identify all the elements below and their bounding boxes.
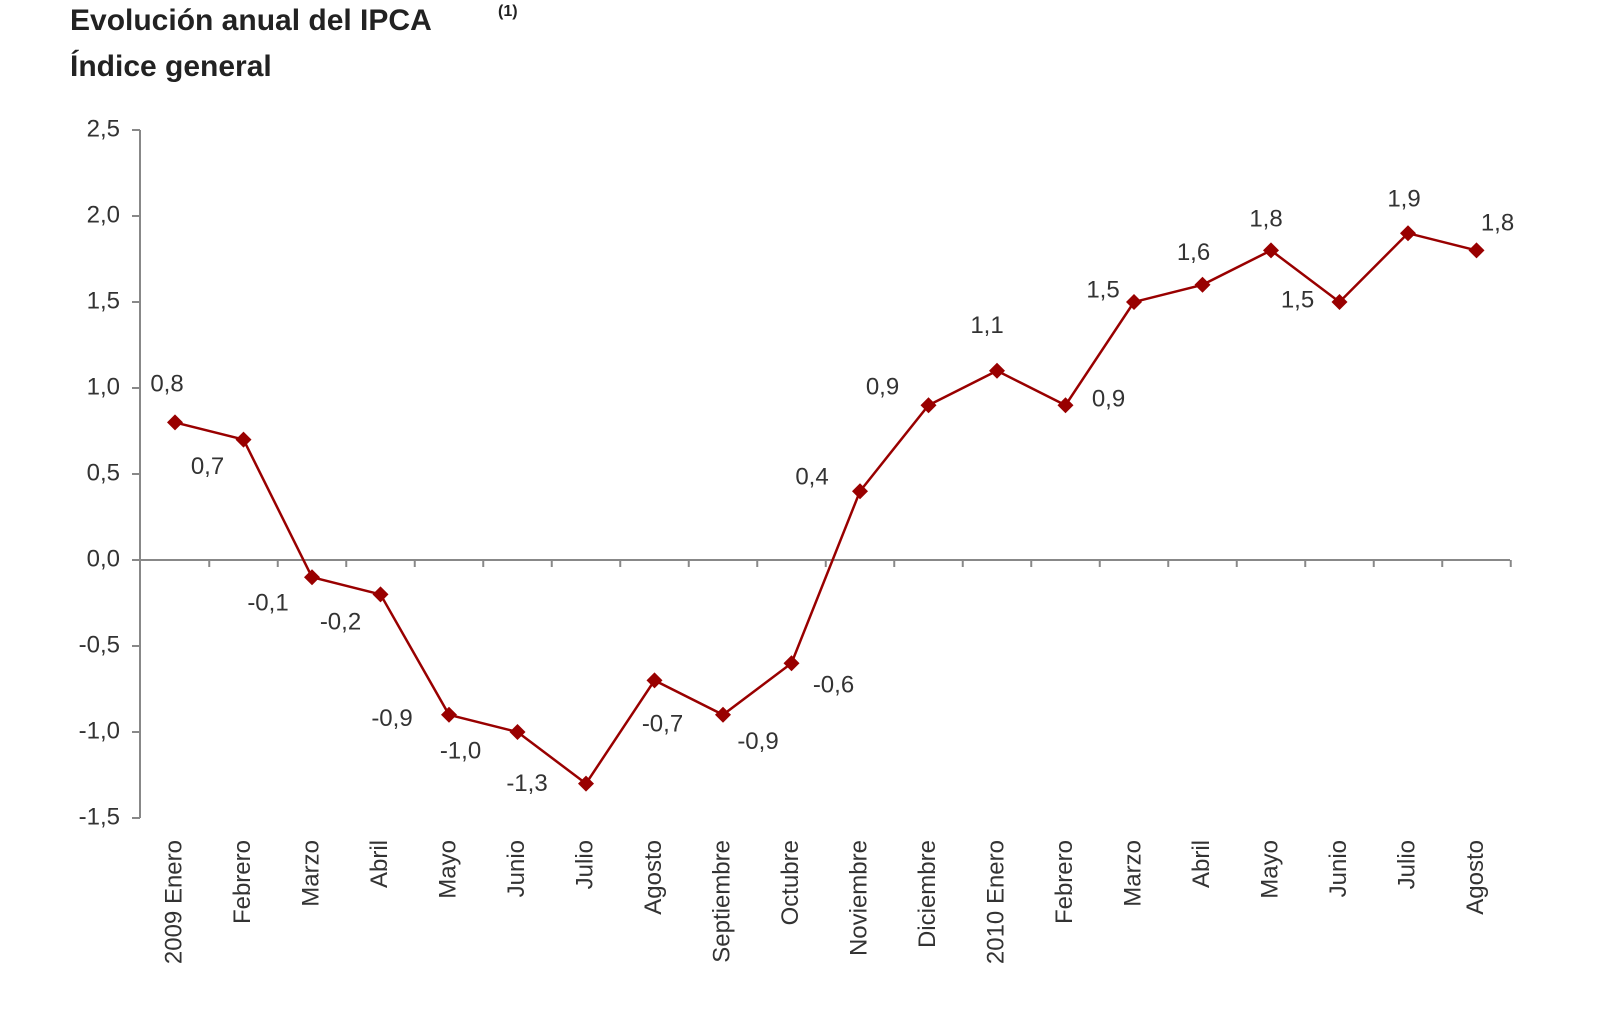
x-tick-label: Agosto: [1462, 840, 1489, 915]
data-label: -1,0: [440, 737, 481, 764]
data-label: 1,1: [970, 312, 1003, 339]
data-label: -0,2: [320, 609, 361, 636]
title-note: (1): [498, 3, 518, 20]
x-tick-label: 2010 Enero: [982, 840, 1009, 964]
x-tick-label: Febrero: [229, 840, 256, 924]
data-label: 1,8: [1249, 206, 1282, 233]
data-point: [1263, 242, 1279, 259]
x-tick-label: Noviembre: [845, 840, 872, 956]
y-tick-label: 0,5: [87, 459, 120, 486]
data-point: [1400, 225, 1416, 242]
data-point: [852, 483, 868, 500]
y-tick-label: 1,0: [87, 373, 120, 400]
y-tick-label: 0,0: [87, 545, 120, 572]
data-label: -0,6: [813, 672, 854, 699]
data-label: 1,9: [1387, 186, 1420, 213]
data-label: 0,4: [795, 464, 828, 491]
data-point: [441, 706, 457, 723]
data-label: -0,9: [737, 728, 778, 755]
x-tick-label: Abril: [1188, 840, 1215, 888]
x-tick-label: Marzo: [297, 840, 324, 907]
data-label: 0,9: [1092, 386, 1125, 413]
x-tick-label: Junio: [503, 840, 530, 897]
y-tick-label: -1,0: [79, 717, 120, 744]
data-point: [167, 414, 183, 431]
x-tick-label: Mayo: [1256, 840, 1283, 899]
data-point: [920, 397, 937, 414]
data-point: [646, 672, 663, 689]
data-point: [1057, 397, 1074, 414]
data-label: 1,5: [1086, 276, 1119, 303]
y-tick-label: -1,5: [79, 803, 120, 830]
x-tick-label: Agosto: [640, 840, 667, 915]
data-label: -0,9: [371, 705, 412, 732]
data-label: 1,5: [1281, 286, 1314, 313]
data-point: [1468, 242, 1485, 259]
x-tick-label: Marzo: [1119, 840, 1146, 907]
data-line: [174, 231, 1477, 786]
data-point: [1331, 294, 1348, 310]
x-tick-label: Junio: [1325, 840, 1352, 897]
x-tick-label: Julio: [571, 840, 598, 889]
x-tick-label: Febrero: [1051, 840, 1078, 924]
x-tick-label: Diciembre: [914, 840, 941, 948]
data-point: [235, 431, 252, 448]
data-point: [715, 706, 731, 723]
x-tick-label: Abril: [366, 840, 393, 888]
data-label: 0,8: [150, 371, 183, 398]
chart-title: Evolución anual del IPCA: [70, 4, 432, 37]
data-point: [1194, 276, 1211, 293]
data-point: [783, 655, 800, 672]
x-tick-label: Mayo: [434, 840, 461, 899]
data-label: 0,9: [866, 374, 899, 401]
data-label: 0,7: [191, 453, 224, 480]
data-point: [989, 362, 1005, 379]
y-tick-label: 2,5: [87, 115, 120, 142]
y-tick-label: 1,5: [87, 287, 120, 314]
x-tick-label: Septiembre: [708, 840, 735, 963]
data-point: [304, 569, 320, 586]
chart-subtitle: Índice general: [70, 49, 272, 83]
data-label: 1,6: [1177, 239, 1210, 266]
data-label: -0,7: [642, 711, 683, 738]
x-tick-label: Octubre: [777, 840, 804, 925]
y-tick-label: 2,0: [87, 201, 120, 228]
x-tick-label: 2009 Enero: [160, 840, 187, 964]
y-tick-label: -0,5: [79, 631, 120, 658]
data-label: 1,8: [1481, 210, 1514, 237]
data-label: -0,1: [247, 590, 288, 617]
data-point: [372, 586, 389, 603]
x-tick-label: Julio: [1393, 840, 1420, 889]
data-point: [509, 724, 526, 740]
data-point: [578, 775, 594, 792]
data-point: [1126, 294, 1142, 310]
data-label: -1,3: [506, 770, 547, 797]
